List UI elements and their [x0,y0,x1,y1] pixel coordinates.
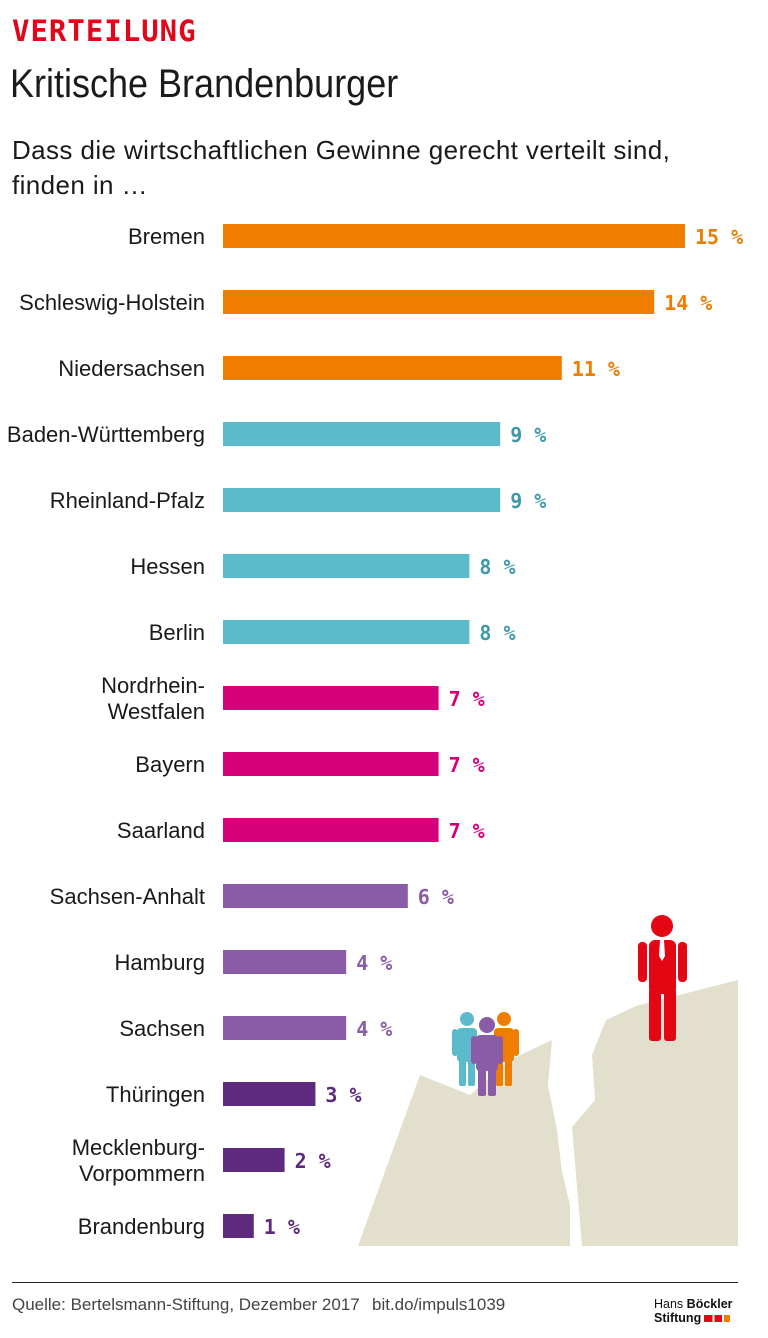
category-label-bremen: Bremen [128,224,205,249]
bar-baden-wuerttemberg [223,422,501,446]
category-label-berlin: Berlin [149,620,205,645]
footer-divider [12,1282,738,1283]
bar-sachsen-anhalt [223,884,408,908]
bar-schleswig-holstein [223,290,655,314]
bar-nordrhein-westfalen [223,686,439,710]
bars [223,224,685,1238]
value-label-thueringen: 3 % [325,1083,361,1107]
category-label-saarland: Saarland [117,818,205,843]
category-label-nordrhein-westfalen: Nordrhein-Westfalen [101,673,205,724]
bar-bremen [223,224,685,248]
category-label-sachsen: Sachsen [119,1016,205,1041]
subtitle-line-1: Dass die wirtschaftlichen Gewinne gerech… [12,135,671,165]
cliff-left-rock [358,1040,570,1246]
value-label-brandenburg: 1 % [264,1215,300,1239]
source-link[interactable]: bit.do/impuls1039 [372,1295,506,1314]
value-label-rheinland-pfalz: 9 % [510,489,546,513]
logo-word-boeckler: Böckler [686,1297,733,1311]
category-label-thueringen: Thüringen [106,1082,205,1107]
cliff-illustration [358,915,738,1246]
crowd-people-icon [452,1012,519,1096]
cliff-right-rock [572,980,738,1246]
purple-person-icon [471,1017,503,1096]
value-label-niedersachsen: 11 % [572,357,620,381]
category-label-bayern: Bayern [135,752,205,777]
value-label-mecklenburg-vorpommern: 2 % [295,1149,331,1173]
value-label-sachsen: 4 % [356,1017,392,1041]
bar-niedersachsen [223,356,562,380]
logo-word-hans: Hans [654,1297,684,1311]
value-label-sachsen-anhalt: 6 % [418,885,454,909]
bar-rheinland-pfalz [223,488,501,512]
bar-hessen [223,554,470,578]
value-label-nordrhein-westfalen: 7 % [449,687,485,711]
bar-brandenburg [223,1214,254,1238]
bar-chart: Bremen Schleswig-Holstein Niedersachsen Bad… [7,224,743,1246]
category-label-rheinland-pfalz: Rheinland-Pfalz [50,488,205,513]
category-label-niedersachsen: Niedersachsen [58,356,205,381]
value-label-bayern: 7 % [449,753,485,777]
bar-berlin [223,620,470,644]
bar-mecklenburg-vorpommern [223,1148,285,1172]
category-label-sachsen-anhalt: Sachsen-Anhalt [50,884,205,909]
bar-bayern [223,752,439,776]
value-label-baden-wuerttemberg: 9 % [510,423,546,447]
standing-person-icon [638,915,687,1041]
bar-hamburg [223,950,347,974]
category-label-brandenburg: Brandenburg [78,1214,205,1239]
category-label-mecklenburg-vorpommern: Mecklenburg-Vorpommern [72,1135,205,1186]
kicker: VERTEILUNG [12,14,197,48]
value-label-hamburg: 4 % [356,951,392,975]
value-label-bremen: 15 % [695,225,743,249]
subtitle: Dass die wirtschaftlichen Gewinne gerech… [12,133,768,203]
subtitle-line-2: finden in … [12,170,148,200]
category-labels: Bremen Schleswig-Holstein Niedersachsen Bad… [7,224,205,1239]
value-label-hessen: 8 % [479,555,515,579]
bar-saarland [223,818,439,842]
category-label-schleswig-holstein: Schleswig-Holstein [19,290,205,315]
bar-sachsen [223,1016,347,1040]
bar-thueringen [223,1082,316,1106]
logo-mark [704,1315,731,1323]
hans-boeckler-logo: Hans Böckler Stiftung [654,1297,744,1325]
source-note: Quelle: Bertelsmann-Stiftung, Dezember 2… [12,1295,360,1314]
category-label-hessen: Hessen [130,554,205,579]
value-labels: 15 % 14 % 11 % 9 % 9 % 8 % 8 % 7 % 7 % 7 % 6 % 4 % 4… [264,225,743,1239]
page-title: Kritische Brandenburger [10,62,399,106]
logo-word-stiftung: Stiftung [654,1311,702,1325]
category-label-hamburg: Hamburg [115,950,205,975]
value-label-saarland: 7 % [449,819,485,843]
category-label-baden-wuerttemberg: Baden-Württemberg [7,422,205,447]
value-label-schleswig-holstein: 14 % [664,291,712,315]
value-label-berlin: 8 % [479,621,515,645]
